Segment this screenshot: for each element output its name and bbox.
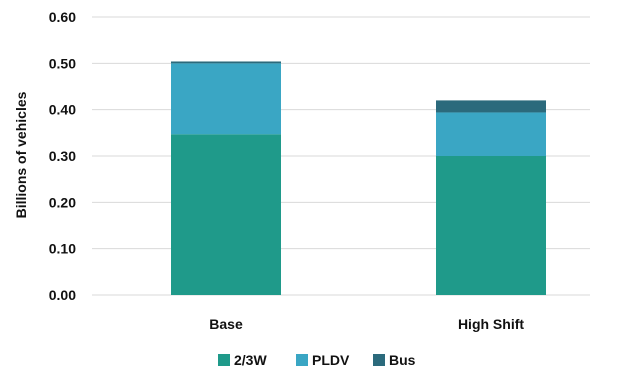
legend-swatch: [296, 354, 308, 366]
y-tick-label: 0.10: [49, 241, 76, 257]
bars: [171, 61, 546, 295]
legend-label: 2/3W: [234, 352, 267, 368]
bar-segment-pldv: [436, 112, 546, 156]
bar-segment-pldv: [171, 63, 281, 135]
x-category-label: High Shift: [458, 316, 524, 332]
x-category-label: Base: [209, 316, 243, 332]
y-tick-label: 0.30: [49, 148, 76, 164]
y-axis: 0.00 0.10 0.20 0.30 0.40 0.50 0.60: [49, 9, 76, 303]
x-axis: Base High Shift: [209, 316, 524, 332]
y-tick-label: 0.60: [49, 9, 76, 25]
y-tick-label: 0.50: [49, 55, 76, 71]
y-tick-label: 0.00: [49, 287, 76, 303]
legend: 2/3W PLDV Bus: [218, 352, 416, 368]
legend-label: PLDV: [312, 352, 350, 368]
legend-label: Bus: [389, 352, 416, 368]
bar-segment-bus: [171, 61, 281, 64]
legend-swatch: [218, 354, 230, 366]
bar-segment-bus: [436, 100, 546, 113]
y-axis-title: Billions of vehicles: [13, 91, 29, 218]
legend-swatch: [373, 354, 385, 366]
bar-segment-2-3w: [171, 134, 281, 295]
y-tick-label: 0.20: [49, 194, 76, 210]
y-tick-label: 0.40: [49, 102, 76, 118]
bar-segment-2-3w: [436, 156, 546, 295]
